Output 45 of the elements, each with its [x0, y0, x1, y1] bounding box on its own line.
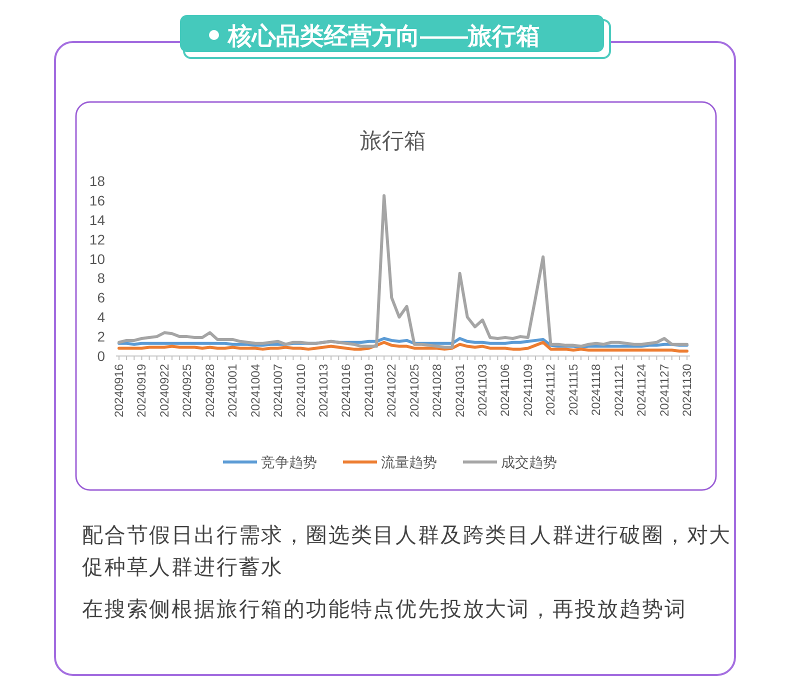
y-tick-label: 16	[89, 192, 106, 208]
x-tick-label: 20241031	[452, 364, 467, 418]
x-tick-label: 20240916	[112, 364, 126, 418]
y-tick-label: 4	[97, 309, 106, 326]
text: 核心品类经营方向——旅行箱	[227, 22, 540, 50]
legend-label: 竞争趋势	[261, 454, 317, 470]
x-tick-label: 20241001	[226, 364, 240, 418]
y-tick-label: 18	[89, 173, 106, 189]
x-tick-label: 20241103	[476, 364, 490, 416]
text: 在搜索侧根据旅行箱的功能特点优先投放大词，再投放趋势词	[82, 597, 688, 623]
x-tick-label: 20241127	[657, 364, 672, 416]
legend-label: 流量趋势	[381, 454, 437, 470]
line-series	[118, 194, 688, 349]
chart-title: 旅行箱	[360, 128, 426, 153]
x-tick-label: 20241019	[362, 364, 376, 418]
y-tick-label: 6	[97, 290, 106, 306]
y-tick-label: 14	[89, 212, 106, 228]
y-tick-label: 12	[89, 231, 106, 248]
x-tick-label: 20241016	[339, 364, 354, 418]
x-tick-label: 20241025	[407, 364, 422, 418]
x-tick-label: 20241115	[566, 364, 580, 416]
x-tick-label: 20241109	[520, 364, 535, 416]
x-tick-label: 20241010	[294, 364, 308, 418]
y-tick-label: 10	[89, 250, 106, 267]
x-tick-label: 20240925	[180, 364, 194, 418]
x-tick-label: 20240928	[202, 364, 217, 418]
x-tick-label: 20241106	[498, 364, 512, 416]
x-tick-label: 20241130	[680, 364, 694, 416]
y-tick-label: 2	[97, 328, 106, 345]
x-tick-label: 20241121	[612, 364, 626, 416]
x-tick-label: 20241004	[248, 364, 262, 418]
y-tick-label: 0	[97, 348, 106, 364]
x-tick-label: 20241013	[316, 364, 330, 418]
x-tick-label: 20241118	[589, 364, 604, 416]
line-series	[118, 340, 688, 353]
x-tick-label: 20241007	[271, 364, 286, 418]
x-tick-label: 20241028	[430, 364, 444, 418]
x-tick-label: 20241124	[634, 364, 649, 416]
y-tick-label: 8	[97, 270, 106, 286]
legend-label: 成交趋势	[501, 454, 557, 470]
x-tick-label: 20240922	[157, 364, 172, 418]
x-tick-label: 20241112	[544, 364, 558, 416]
x-tick-label: 20240919	[134, 364, 149, 418]
x-tick-label: 20241022	[384, 364, 399, 418]
text: 配合节假日出行需求，圈选类目人群及跨类目人群进行破圈，对大促种草人群进行蓄水	[82, 523, 732, 581]
